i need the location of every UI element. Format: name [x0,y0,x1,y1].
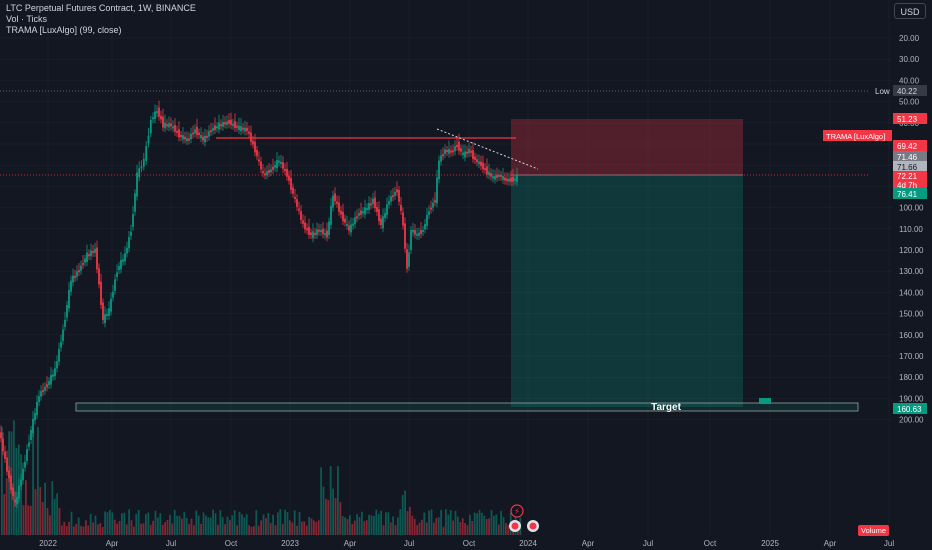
time-tick: Jul [884,539,894,548]
level-2: 71.66 [897,163,918,172]
target-zone[interactable] [75,402,859,412]
time-tick: 2023 [281,539,299,548]
currency-button[interactable]: USD [894,3,926,19]
event-icon-2-inner [529,522,537,530]
price-tick: 50.00 [899,98,920,107]
time-tick: Jul [643,539,653,548]
current-value: 72.21 [897,172,918,181]
trama-tag: TRAMA [LuxAlgo] [826,132,885,141]
level-1-box [893,151,927,162]
trama-value-box [893,140,927,151]
drawings: Target ⚡ [0,90,868,532]
price-tick: 140.00 [899,288,924,297]
symbol-title[interactable]: LTC Perpetual Futures Contract, 1W, BINA… [6,3,196,13]
stop-value: 51.23 [897,115,918,124]
target-value-box [893,403,927,414]
time-tick: Oct [704,539,717,548]
price-tick: 100.00 [899,204,924,213]
volume-label-button[interactable]: Volume [858,525,890,536]
time-tick: Apr [344,539,357,548]
target-marker [759,398,771,404]
position-zones [511,119,743,407]
volume-indicator-label[interactable]: Vol · Ticks [6,14,48,24]
target-value: 160.63 [897,405,922,414]
price-tick: 20.00 [899,34,920,43]
price-axis[interactable]: 20.0030.0040.0050.0060.0070.0080.0090.00… [892,0,932,535]
entry-value: 76.41 [897,190,918,199]
level-2-box [893,161,927,172]
time-tick: 2024 [519,539,537,548]
event-icon-1-inner [511,522,519,530]
price-candles [0,100,518,509]
grid [0,0,892,535]
time-tick: Jul [166,539,176,548]
price-tick: 120.00 [899,246,924,255]
volume-bars [1,420,522,535]
price-tick: 190.00 [899,394,924,403]
level-1: 71.46 [897,153,918,162]
time-tick: Oct [463,539,476,548]
low-tag: Low [875,87,890,96]
price-tick: 30.00 [899,55,920,64]
flash-icon[interactable] [510,504,524,518]
price-tick: 200.00 [899,416,924,425]
time-tick: Apr [582,539,595,548]
stop-loss-zone[interactable] [511,119,743,175]
time-tick: Oct [225,539,238,548]
entry-value-box [893,188,927,199]
stop-value-box [893,113,927,124]
take-profit-zone[interactable] [511,175,743,407]
price-tick: 40.00 [899,76,920,85]
price-tick: 110.00 [899,225,923,234]
time-axis[interactable]: 2022 Apr Jul Oct 2023 Apr Jul Oct 2024 Apr Jul Oct 2… [0,535,932,550]
price-tick: 130.00 [899,267,924,276]
time-tick: Apr [106,539,119,548]
low-value-box [893,85,927,96]
target-label: Target [651,402,681,413]
price-tick: 180.00 [899,373,924,382]
flash-glyph: ⚡ [514,507,520,516]
time-tick: Apr [824,539,837,548]
time-tick: 2022 [39,539,57,548]
price-tick: 150.00 [899,310,924,319]
countdown: 4d 7h [897,181,917,190]
time-tick: 2025 [761,539,779,548]
price-tick: 160.00 [899,331,924,340]
time-axis-bg [0,535,932,550]
trama-indicator-label[interactable]: TRAMA [LuxAlgo] (99, close) [6,25,122,35]
trama-tag-box [823,130,892,141]
low-value: 40.22 [897,87,918,96]
price-tick: 170.00 [899,352,924,361]
time-tick: Jul [404,539,414,548]
current-value-box [893,171,927,190]
price-tags: Low 40.22 51.23 TRAMA [LuxAlgo] 69.42 71… [823,85,927,414]
trama-value: 69.42 [897,142,918,151]
